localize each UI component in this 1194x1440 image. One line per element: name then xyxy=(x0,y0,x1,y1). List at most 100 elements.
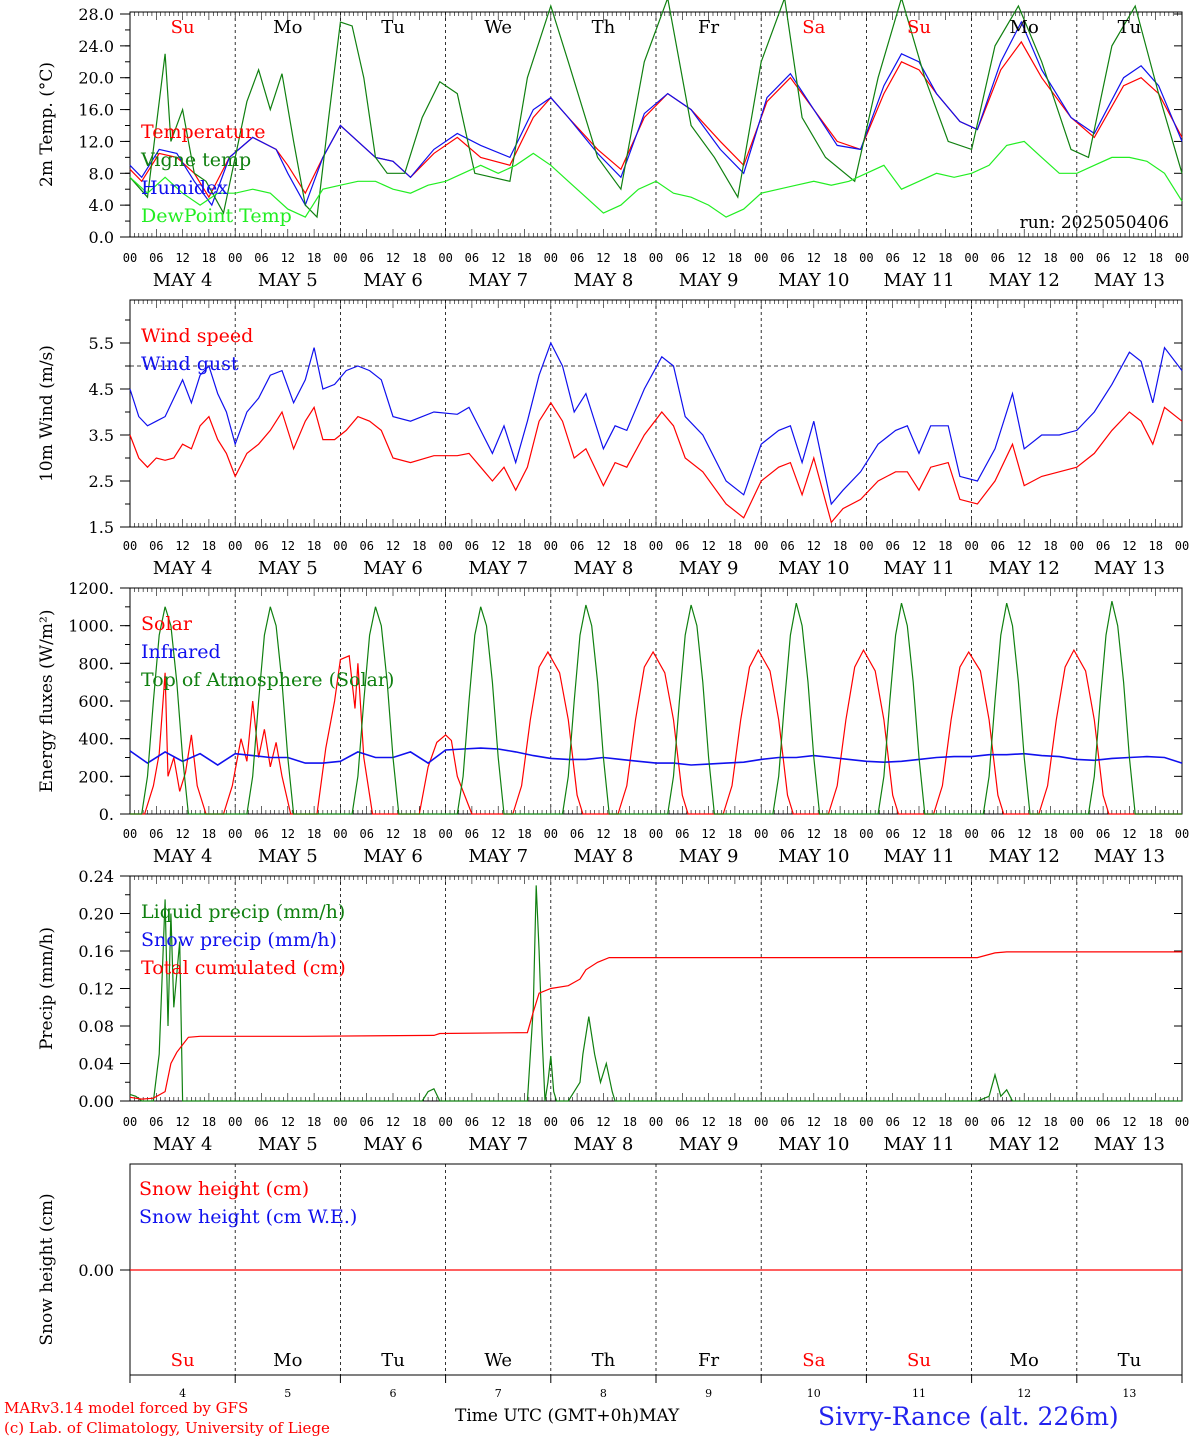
date-label: MAY 5 xyxy=(258,270,318,291)
series-line xyxy=(130,648,1182,815)
hour-tick-label: 00 xyxy=(1070,539,1084,553)
hour-tick-label: 06 xyxy=(885,827,899,841)
hour-tick-label: 18 xyxy=(517,539,531,553)
hour-tick-label: 00 xyxy=(859,827,873,841)
y-tick-label: 0.16 xyxy=(78,942,114,961)
date-label: MAY 13 xyxy=(1094,846,1165,867)
hour-tick-label: 12 xyxy=(912,251,926,265)
date-label: MAY 5 xyxy=(258,1134,318,1155)
legend-entry: Snow height (cm) xyxy=(139,1178,309,1200)
hour-tick-label: 06 xyxy=(1096,1115,1110,1129)
weekday-label: Sa xyxy=(802,17,825,38)
date-label: MAY 6 xyxy=(363,1134,423,1155)
hour-tick-label: 00 xyxy=(649,251,663,265)
hour-tick-label: 06 xyxy=(885,1115,899,1129)
hour-tick-label: 18 xyxy=(622,539,636,553)
series-line xyxy=(129,20,1183,207)
hour-tick-label: 00 xyxy=(1175,539,1189,553)
hour-tick-label: 12 xyxy=(386,539,400,553)
hour-tick-label: 00 xyxy=(1175,251,1189,265)
date-label: MAY 12 xyxy=(989,846,1060,867)
hour-tick-label: 12 xyxy=(281,1115,295,1129)
y-tick-label: 5.5 xyxy=(89,334,114,353)
y-axis-title: Snow height (cm) xyxy=(37,1193,57,1345)
hour-tick-label: 12 xyxy=(175,1115,189,1129)
hour-tick-label: 00 xyxy=(333,827,347,841)
weekday-label: Su xyxy=(907,17,931,38)
hour-tick-label: 18 xyxy=(1148,1115,1162,1129)
hour-tick-label: 06 xyxy=(780,1115,794,1129)
hour-tick-label: 00 xyxy=(333,1115,347,1129)
hour-tick-label: 12 xyxy=(912,1115,926,1129)
hour-tick-label: 18 xyxy=(1043,827,1057,841)
hour-tick-label: 12 xyxy=(701,539,715,553)
hour-tick-label: 12 xyxy=(1122,1115,1136,1129)
hour-tick-label: 18 xyxy=(622,1115,636,1129)
hour-tick-label: 00 xyxy=(438,539,452,553)
day-number-label: 12 xyxy=(1017,1387,1031,1400)
hour-tick-label: 06 xyxy=(780,827,794,841)
hour-tick-label: 06 xyxy=(675,251,689,265)
hour-tick-label: 06 xyxy=(570,251,584,265)
hour-tick-label: 00 xyxy=(544,539,558,553)
hour-tick-label: 12 xyxy=(596,539,610,553)
hour-tick-label: 00 xyxy=(228,251,242,265)
y-tick-label: 0.00 xyxy=(78,1092,114,1111)
hour-tick-label: 12 xyxy=(701,1115,715,1129)
hour-tick-label: 12 xyxy=(281,539,295,553)
hour-tick-label: 06 xyxy=(570,539,584,553)
date-label: MAY 5 xyxy=(258,846,318,867)
hour-tick-label: 00 xyxy=(859,1115,873,1129)
hour-tick-label: 18 xyxy=(728,251,742,265)
hour-tick-label: 12 xyxy=(596,827,610,841)
hour-tick-label: 06 xyxy=(149,251,163,265)
hour-tick-label: 00 xyxy=(859,539,873,553)
hour-tick-label: 12 xyxy=(175,827,189,841)
series-line xyxy=(129,0,1183,219)
legend-entry: Liquid precip (mm/h) xyxy=(141,901,345,923)
date-label: MAY 10 xyxy=(778,270,849,291)
y-tick-label: 0.08 xyxy=(78,1017,114,1036)
series-line xyxy=(129,40,1183,199)
run-label: run: 2025050406 xyxy=(1020,213,1169,233)
hour-tick-label: 06 xyxy=(359,539,373,553)
legend-entry: Solar xyxy=(141,613,193,635)
y-tick-label: 0.12 xyxy=(78,980,114,999)
y-tick-label: 600. xyxy=(78,692,114,711)
hour-tick-label: 06 xyxy=(991,827,1005,841)
hour-tick-label: 00 xyxy=(964,539,978,553)
legend-entry: Wind speed xyxy=(141,325,253,347)
date-label: MAY 6 xyxy=(363,558,423,579)
hour-tick-label: 18 xyxy=(517,1115,531,1129)
hour-tick-label: 12 xyxy=(491,1115,505,1129)
hour-tick-label: 06 xyxy=(254,1115,268,1129)
hour-tick-label: 18 xyxy=(833,539,847,553)
hour-tick-label: 06 xyxy=(465,251,479,265)
hour-tick-label: 06 xyxy=(885,539,899,553)
hour-tick-label: 12 xyxy=(1017,1115,1031,1129)
hour-tick-label: 06 xyxy=(780,251,794,265)
hour-tick-label: 06 xyxy=(991,251,1005,265)
hour-tick-label: 18 xyxy=(202,251,216,265)
y-tick-label: 200. xyxy=(78,767,114,786)
hour-tick-label: 18 xyxy=(307,251,321,265)
day-number-label: 10 xyxy=(807,1387,821,1400)
hour-tick-label: 12 xyxy=(281,251,295,265)
date-label: MAY 9 xyxy=(679,1134,739,1155)
hour-tick-label: 00 xyxy=(754,1115,768,1129)
y-axis-title: Precip (mm/h) xyxy=(37,927,57,1050)
y-axis-title: 10m Wind (m/s) xyxy=(37,345,57,482)
date-label: MAY 12 xyxy=(989,270,1060,291)
date-label: MAY 8 xyxy=(574,846,634,867)
y-tick-label: 0. xyxy=(99,805,114,824)
x-axis-title-text: Time UTC (GMT+0h) xyxy=(455,1406,640,1426)
weekday-label: Fr xyxy=(698,17,719,38)
hour-tick-label: 00 xyxy=(333,251,347,265)
hour-tick-label: 12 xyxy=(807,827,821,841)
y-tick-label: 2.5 xyxy=(89,472,114,491)
hour-tick-label: 00 xyxy=(123,827,137,841)
hour-tick-label: 18 xyxy=(307,827,321,841)
y-tick-label: 400. xyxy=(78,730,114,749)
hour-tick-label: 18 xyxy=(412,1115,426,1129)
